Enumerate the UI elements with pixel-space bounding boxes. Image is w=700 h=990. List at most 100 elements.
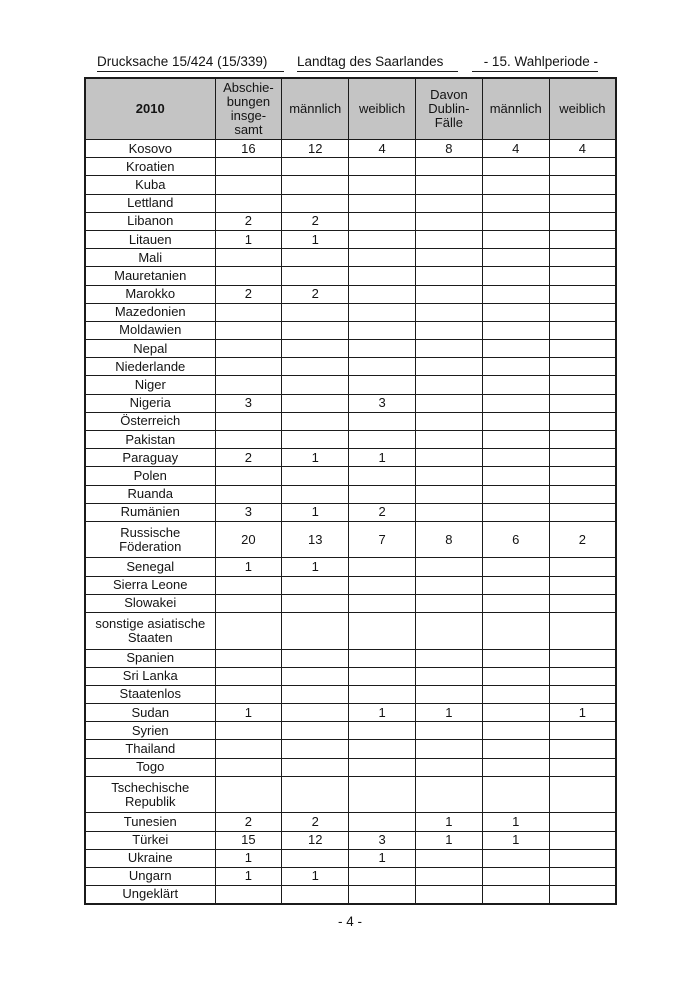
value-cell: [281, 593, 350, 614]
value-cell: [414, 193, 483, 213]
value-cell: [481, 684, 550, 705]
country-cell: Sudan: [84, 703, 216, 723]
value-cell: [348, 612, 416, 650]
value-cell: [281, 648, 350, 668]
value-cell: [548, 193, 617, 213]
value-cell: [414, 775, 483, 814]
value-cell: [548, 666, 617, 686]
value-cell: [548, 502, 617, 522]
table-header: 2010 Abschie- bungen insge- samt männlic…: [84, 77, 617, 140]
value-cell: [481, 575, 550, 595]
value-cell: [281, 175, 350, 195]
value-cell: [481, 248, 550, 268]
value-cell: [214, 593, 283, 614]
table-row: Tunesien 2 2 1 1: [84, 812, 617, 832]
page-number: - 4 -: [337, 914, 362, 929]
value-cell: 2: [548, 520, 617, 559]
table-row: Togo: [84, 757, 617, 777]
value-cell: [414, 175, 483, 195]
value-cell: [414, 721, 483, 741]
country-cell: Paraguay: [84, 448, 216, 468]
value-cell: 1: [281, 502, 350, 522]
value-cell: [414, 320, 483, 341]
value-cell: [281, 411, 350, 432]
value-cell: [548, 757, 617, 777]
col-header-female: weiblich: [348, 77, 416, 140]
table-row: Pakistan: [84, 429, 617, 450]
value-cell: 1: [348, 448, 416, 468]
value-cell: [548, 429, 617, 450]
value-cell: [348, 575, 416, 595]
value-cell: [481, 393, 550, 413]
value-cell: [548, 320, 617, 341]
value-cell: 6: [481, 520, 550, 559]
country-cell: Syrien: [84, 721, 216, 741]
value-cell: [214, 157, 283, 177]
country-cell: Marokko: [84, 284, 216, 304]
value-cell: [348, 484, 416, 504]
value-cell: [481, 175, 550, 195]
value-cell: [348, 775, 416, 814]
country-cell: Spanien: [84, 648, 216, 668]
value-cell: [481, 266, 550, 286]
col-header-male: männlich: [281, 77, 350, 140]
value-cell: 1: [548, 703, 617, 723]
table-row: sonstige asiatische Staaten: [84, 612, 617, 650]
value-cell: [548, 866, 617, 887]
table-row: Kosovo 16 12 4 8 4 4: [84, 138, 617, 159]
value-cell: [348, 411, 416, 432]
value-cell: 3: [214, 393, 283, 413]
table-row: Russische Föderation 20 13 7 8 6 2: [84, 520, 617, 559]
value-cell: [348, 739, 416, 759]
value-cell: [214, 684, 283, 705]
value-cell: [414, 612, 483, 650]
country-cell: Moldawien: [84, 320, 216, 341]
value-cell: [348, 648, 416, 668]
value-cell: [414, 684, 483, 705]
value-cell: [481, 466, 550, 486]
value-cell: [481, 284, 550, 304]
value-cell: [214, 775, 283, 814]
value-cell: [281, 157, 350, 177]
table-row: Senegal 1 1: [84, 557, 617, 577]
value-cell: [414, 848, 483, 868]
table-row: Niederlande: [84, 357, 617, 377]
value-cell: [281, 266, 350, 286]
value-cell: [414, 375, 483, 395]
value-cell: [348, 357, 416, 377]
value-cell: [214, 612, 283, 650]
country-cell: Senegal: [84, 557, 216, 577]
table-row: Sierra Leone: [84, 575, 617, 595]
value-cell: [414, 484, 483, 504]
value-cell: 1: [281, 557, 350, 577]
country-cell: Mali: [84, 248, 216, 268]
value-cell: [414, 211, 483, 231]
value-cell: 2: [281, 211, 350, 231]
value-cell: 12: [281, 138, 350, 159]
value-cell: [281, 429, 350, 450]
value-cell: [214, 175, 283, 195]
value-cell: [548, 557, 617, 577]
country-cell: Pakistan: [84, 429, 216, 450]
value-cell: [481, 302, 550, 322]
value-cell: [348, 757, 416, 777]
value-cell: [281, 885, 350, 905]
value-cell: [414, 339, 483, 359]
country-cell: Niger: [84, 375, 216, 395]
value-cell: [214, 339, 283, 359]
value-cell: [481, 429, 550, 450]
value-cell: 15: [214, 830, 283, 850]
value-cell: 8: [414, 138, 483, 159]
value-cell: [414, 866, 483, 887]
table-row: Kuba: [84, 175, 617, 195]
value-cell: [481, 211, 550, 231]
value-cell: [548, 775, 617, 814]
value-cell: [348, 248, 416, 268]
value-cell: [348, 866, 416, 887]
value-cell: 1: [214, 703, 283, 723]
value-cell: [548, 284, 617, 304]
value-cell: 3: [214, 502, 283, 522]
table-row: Moldawien: [84, 320, 617, 341]
country-cell: sonstige asiatische Staaten: [84, 612, 216, 650]
